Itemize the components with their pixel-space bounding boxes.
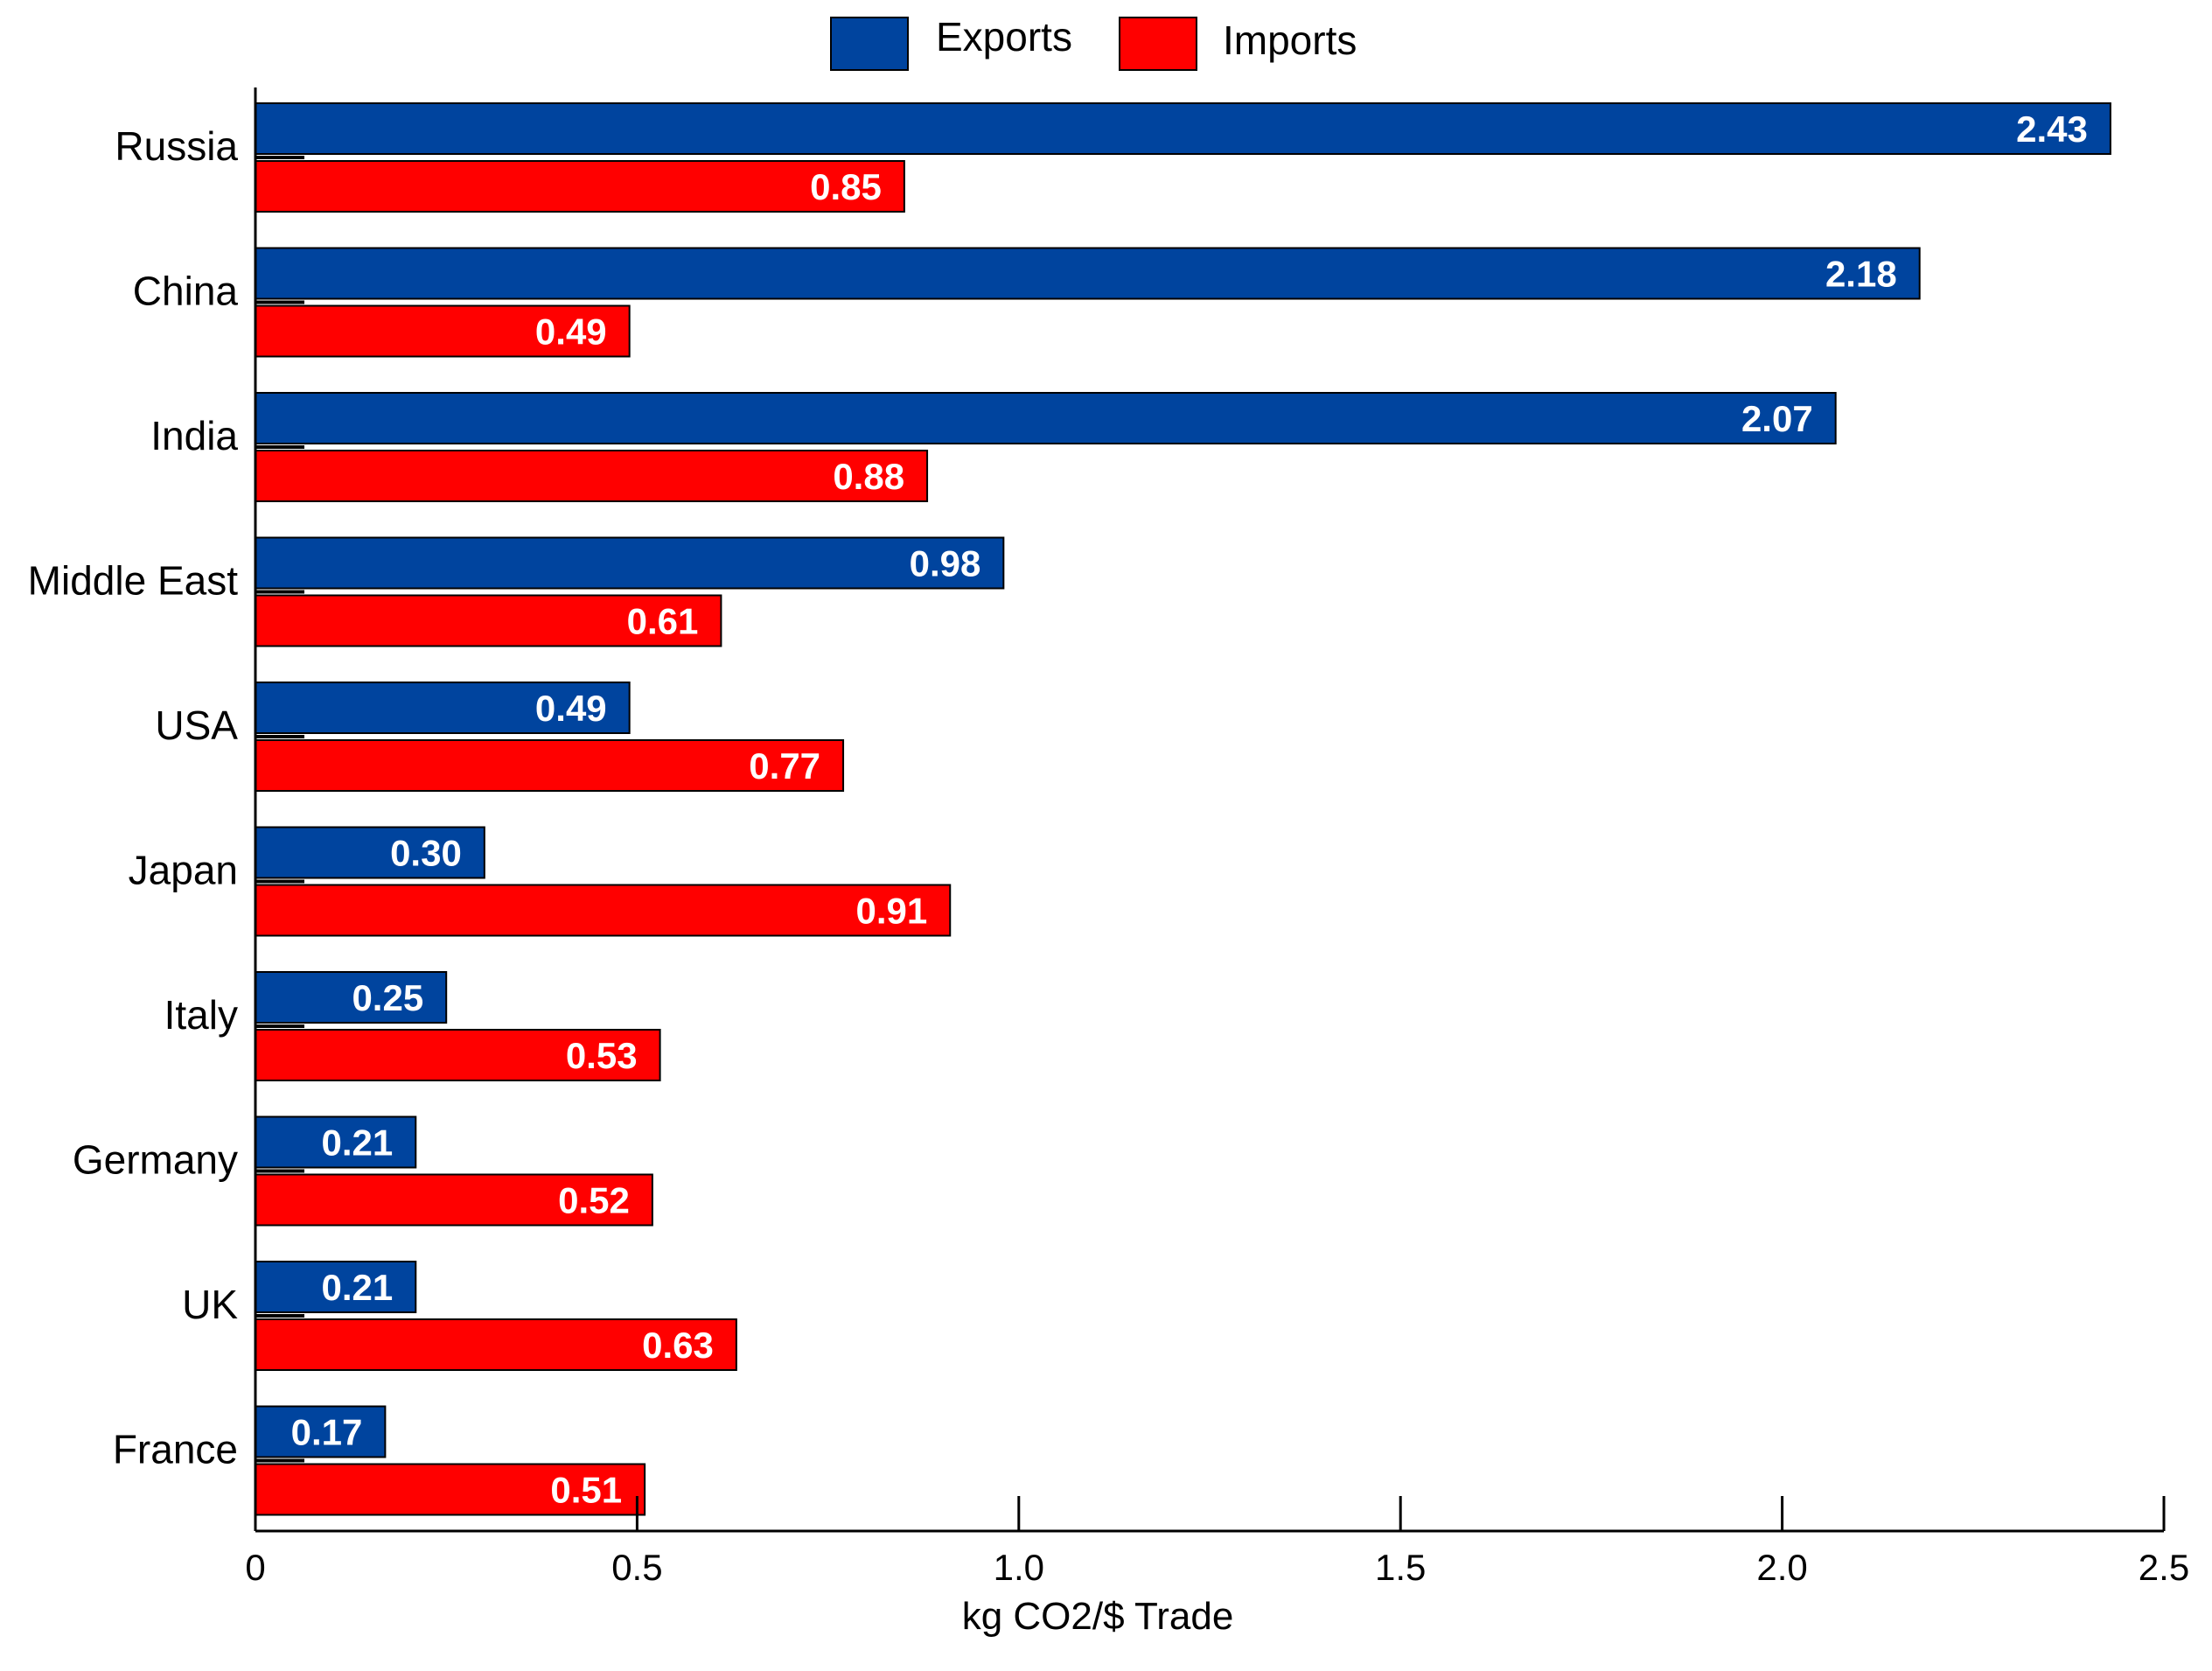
legend-swatch-exports: [830, 17, 909, 71]
value-label-exports-japan: 0.30: [390, 833, 462, 874]
legend-label-imports: Imports: [1223, 17, 1357, 63]
bar-imports-middle-east: [255, 594, 722, 647]
value-label-exports-middle-east: 0.98: [910, 543, 981, 584]
legend-label-exports: Exports: [936, 14, 1072, 59]
bar-exports-uk: [255, 1261, 417, 1313]
category-label-russia: Russia: [115, 123, 238, 169]
category-labels: Russia China India Middle East USA Japan Italy…: [28, 123, 239, 1472]
bar-exports-france: [255, 1405, 387, 1458]
category-label-uk: UK: [182, 1282, 238, 1327]
value-label-imports-usa: 0.77: [749, 745, 820, 787]
bar-imports-italy: [255, 1029, 661, 1081]
bar-imports-japan: [255, 884, 952, 937]
bar-exports-japan: [255, 826, 485, 879]
x-axis-title: kg CO2/$ Trade: [962, 1595, 1234, 1638]
value-label-imports-uk: 0.63: [642, 1325, 714, 1366]
bar-exports-germany: [255, 1115, 417, 1169]
bar-exports-usa: [255, 682, 631, 734]
bars-group: 2.43 0.85 2.18 0.49 2.07 0.88 0.98 0.61 0.49 0.77…: [255, 102, 2111, 1516]
bar-exports-italy: [255, 971, 448, 1024]
bar-imports-china: [255, 304, 631, 358]
value-label-exports-india: 2.07: [1741, 398, 1813, 439]
x-tick-label-2-0: 2.0: [1756, 1547, 1807, 1588]
bar-exports-middle-east: [255, 536, 1005, 590]
value-label-imports-india: 0.88: [833, 456, 904, 497]
category-label-germany: Germany: [73, 1137, 238, 1183]
category-label-france: France: [113, 1427, 238, 1472]
value-label-exports-uk: 0.21: [322, 1267, 394, 1308]
bar-exports-china: [255, 247, 1921, 300]
category-label-italy: Italy: [164, 992, 238, 1038]
value-label-imports-china: 0.49: [535, 311, 607, 353]
value-label-exports-china: 2.18: [1825, 254, 1897, 295]
bar-imports-india: [255, 450, 929, 502]
legend-swatch-imports: [1119, 17, 1197, 71]
legend: Exports Imports: [830, 14, 1357, 71]
bar-exports-russia: [255, 102, 2111, 155]
x-tick-label-1-0: 1.0: [994, 1547, 1044, 1588]
category-label-china: China: [133, 269, 239, 314]
value-label-imports-germany: 0.52: [558, 1180, 630, 1221]
bar-imports-russia: [255, 160, 905, 213]
category-label-india: India: [150, 413, 238, 458]
x-tick-label-1-5: 1.5: [1375, 1547, 1426, 1588]
value-label-exports-germany: 0.21: [322, 1122, 394, 1164]
value-label-imports-france: 0.51: [550, 1470, 622, 1511]
value-label-exports-france: 0.17: [291, 1412, 363, 1453]
category-label-middle-east: Middle East: [28, 558, 239, 604]
value-label-exports-italy: 0.25: [352, 977, 423, 1018]
x-tick-label-0: 0: [245, 1547, 265, 1588]
value-label-exports-usa: 0.49: [535, 688, 607, 729]
value-label-exports-russia: 2.43: [2016, 108, 2088, 150]
value-label-imports-russia: 0.85: [810, 166, 882, 207]
axes: 0 0.5 1.0 1.5 2.0 2.5: [245, 87, 2189, 1588]
x-tick-label-0-5: 0.5: [611, 1547, 662, 1588]
value-label-imports-italy: 0.53: [566, 1035, 638, 1076]
bar-imports-uk: [255, 1318, 737, 1371]
category-label-japan: Japan: [129, 848, 238, 893]
value-label-imports-japan: 0.91: [855, 891, 927, 932]
x-tick-label-2-5: 2.5: [2139, 1547, 2189, 1588]
bar-exports-india: [255, 392, 1837, 444]
value-label-imports-middle-east: 0.61: [627, 601, 699, 642]
category-label-usa: USA: [155, 703, 238, 748]
